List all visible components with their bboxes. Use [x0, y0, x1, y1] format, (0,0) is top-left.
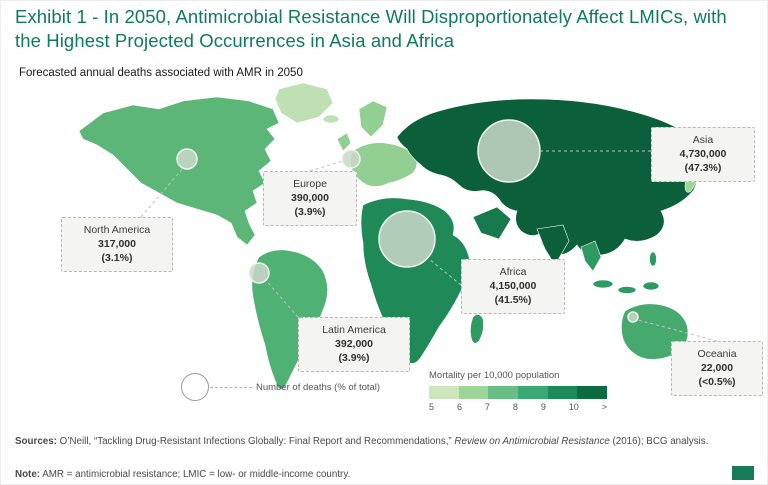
region-deaths: 22,000	[700, 362, 734, 375]
bubble-legend-connector	[210, 387, 252, 388]
region-share: (3.9%)	[294, 206, 326, 219]
callout-north-america: North America 317,000 (3.1%)	[61, 217, 173, 272]
sources-text: O’Neill, “Tackling Drug-Resistant Infect…	[56, 435, 455, 447]
continent-asia	[396, 98, 698, 256]
bubble-size-legend-icon	[181, 373, 209, 401]
continent-europe	[350, 142, 418, 187]
note-text: AMR = antimicrobial resistance; LMIC = l…	[40, 468, 351, 480]
region-share: (47.3%)	[684, 162, 722, 175]
continent-india	[536, 224, 570, 266]
tick-label: 7	[484, 402, 490, 412]
connector-north-america	[140, 166, 185, 218]
connector-africa	[428, 258, 462, 286]
chart-subtitle: Forecasted annual deaths associated with…	[19, 67, 303, 79]
continent-indonesia-1	[592, 279, 614, 289]
bubble-north-america	[176, 148, 198, 170]
sources-label: Sources:	[15, 435, 57, 447]
continent-indonesia-3	[642, 281, 660, 291]
continent-middle-east	[472, 206, 512, 240]
bubble-oceania	[627, 311, 639, 323]
color-scale-legend: Mortality per 10,000 population 5 6 7 8 …	[429, 370, 608, 412]
bubble-africa	[378, 210, 436, 268]
continent-north-america	[78, 96, 280, 246]
region-name: Europe	[293, 178, 327, 190]
callout-oceania: Oceania 22,000 (<0.5%)	[671, 341, 763, 396]
world-map	[78, 82, 723, 398]
color-scale-ticks: 5 6 7 8 9 10 >	[429, 402, 607, 412]
tick-label: 6	[456, 402, 462, 412]
tick-label: 8	[512, 402, 518, 412]
bubble-europe	[341, 149, 361, 169]
continent-latin-america	[251, 249, 328, 390]
connector-latin-america	[262, 276, 299, 318]
connector-europe	[309, 160, 344, 172]
region-deaths: 390,000	[291, 192, 329, 205]
bubble-latin-america	[248, 262, 270, 284]
connector-oceania	[637, 319, 718, 342]
tick-label: >	[601, 402, 607, 412]
region-name: North America	[83, 224, 151, 236]
bcg-logo-icon	[732, 466, 754, 480]
color-scale-bar	[429, 386, 608, 399]
tick-label: 9	[540, 402, 546, 412]
region-share: (<0.5%)	[698, 376, 736, 389]
tick-label: 10	[568, 402, 579, 412]
region-name: Asia	[692, 134, 714, 146]
callout-latin-america: Latin America 392,000 (3.9%)	[298, 317, 410, 372]
region-name: Africa	[499, 266, 527, 278]
sources-line: Sources: O’Neill, “Tackling Drug-Resista…	[15, 435, 760, 449]
region-share: (3.9%)	[338, 352, 370, 365]
region-deaths: 317,000	[98, 238, 136, 251]
bubble-asia	[477, 119, 541, 183]
note-label: Note:	[15, 468, 41, 480]
continent-iceland	[322, 114, 340, 124]
region-name: Oceania	[697, 348, 737, 360]
callout-europe: Europe 390,000 (3.9%)	[263, 171, 357, 226]
region-share: (3.1%)	[101, 252, 133, 265]
continent-greenland	[274, 82, 334, 124]
tick-label: 5	[429, 402, 435, 412]
continent-southeast-asia	[580, 240, 602, 272]
callout-asia: Asia 4,730,000 (47.3%)	[651, 127, 755, 182]
sources-journal: Review on Antimicrobial Resistance	[454, 435, 610, 447]
continents	[78, 82, 723, 398]
region-share: (41.5%)	[494, 294, 532, 307]
sources-tail: (2016); BCG analysis.	[609, 435, 709, 447]
continent-europe-uk	[336, 132, 352, 152]
region-name: Latin America	[322, 324, 386, 336]
bubble-legend-label: Number of deaths (% of total)	[256, 382, 381, 393]
connector-lines	[140, 150, 718, 342]
continent-indonesia-2	[617, 286, 637, 294]
continent-philippines	[649, 251, 657, 267]
continent-europe-scandinavia	[358, 100, 388, 138]
callout-africa: Africa 4,150,000 (41.5%)	[461, 259, 565, 314]
death-bubbles	[176, 119, 639, 323]
exhibit-title: Exhibit 1 - In 2050, Antimicrobial Resis…	[15, 6, 727, 52]
color-scale-title: Mortality per 10,000 population	[429, 370, 560, 381]
region-deaths: 4,150,000	[489, 280, 537, 293]
region-deaths: 392,000	[335, 338, 373, 351]
note-line: Note: AMR = antimicrobial resistance; LM…	[15, 469, 735, 480]
region-deaths: 4,730,000	[679, 148, 727, 161]
continent-madagascar	[470, 314, 484, 344]
